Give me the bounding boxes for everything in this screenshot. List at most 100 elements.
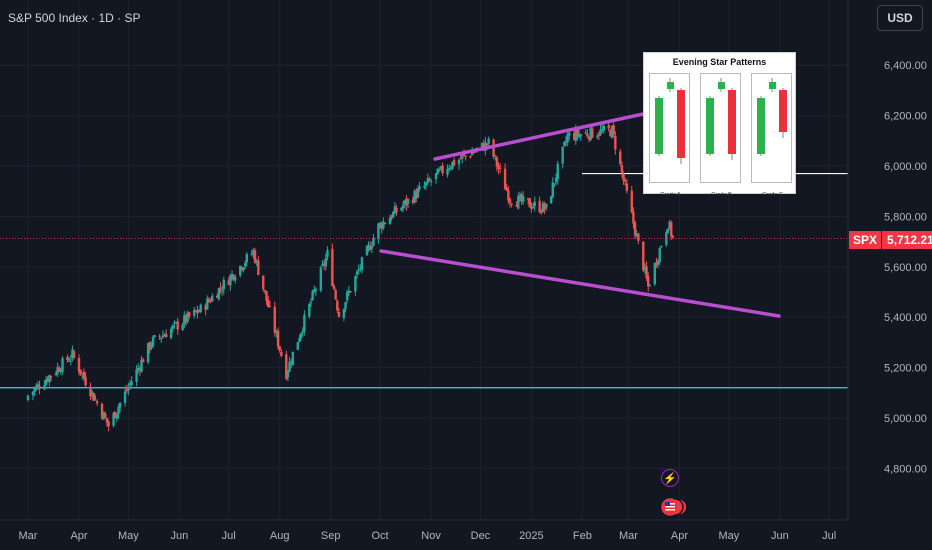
- candle-body: [192, 309, 196, 316]
- candle-body: [461, 155, 464, 159]
- x-tick-label: Jul: [822, 530, 836, 542]
- candle-body: [240, 267, 244, 270]
- candle-body: [469, 156, 472, 158]
- lightning-icon[interactable]: ⚡: [661, 469, 679, 487]
- inset-title: Evening Star Patterns: [672, 57, 767, 67]
- price-tag-symbol: SPX: [849, 231, 883, 249]
- candle-body: [602, 126, 606, 131]
- x-tick-label: 2025: [519, 530, 543, 542]
- candle-body: [161, 335, 165, 338]
- candle-body: [90, 391, 94, 395]
- evening-star-icon: [706, 78, 736, 160]
- candle-body: [508, 198, 512, 203]
- candle-body: [211, 295, 214, 302]
- candle-body: [503, 168, 507, 190]
- candle-body: [313, 289, 316, 292]
- upper-trendline: [433, 111, 650, 161]
- candle-body: [492, 139, 495, 157]
- candle-body: [186, 312, 189, 322]
- candle-body: [610, 125, 614, 138]
- candle-body: [38, 385, 41, 389]
- candle-body: [298, 338, 301, 342]
- candle-body: [403, 200, 406, 205]
- x-tick-label: Apr: [70, 530, 87, 542]
- candle-body: [543, 204, 546, 210]
- candle-body: [92, 393, 96, 401]
- candle-body: [308, 303, 311, 317]
- y-tick-label: 4,800.00: [884, 463, 927, 475]
- candle-body: [591, 128, 594, 138]
- y-tick-label: 5,000.00: [884, 413, 927, 425]
- candle-body: [163, 334, 166, 337]
- candle-body: [77, 357, 81, 372]
- candle-body: [563, 141, 566, 146]
- candle-body: [296, 342, 300, 350]
- candle-body: [413, 190, 416, 203]
- candle-body: [533, 201, 536, 207]
- candle-body: [620, 165, 624, 173]
- x-tick-label: Dec: [471, 530, 491, 542]
- candle-body: [372, 237, 375, 246]
- inset-label-b: Grade B: [711, 192, 732, 198]
- candle-body: [263, 289, 267, 292]
- candle-body: [230, 274, 234, 277]
- candle-body: [622, 173, 625, 181]
- candle-body: [31, 391, 35, 396]
- candle-body: [71, 349, 74, 359]
- candle-body: [540, 211, 543, 213]
- trendlines[interactable]: [379, 111, 781, 318]
- candle-body: [378, 222, 382, 226]
- candle-body: [123, 391, 127, 403]
- candle-body: [354, 276, 357, 292]
- candle-body: [370, 245, 374, 249]
- candle-body: [234, 277, 237, 281]
- candle-body: [262, 275, 265, 290]
- candle-body: [49, 375, 53, 377]
- candle-body: [498, 167, 502, 169]
- candle-body: [597, 134, 601, 136]
- y-tick-label: 5,800.00: [884, 211, 927, 223]
- candle-body: [367, 244, 370, 248]
- y-axis[interactable]: 6,400.00 6,200.00 6,000.00 5,800.00 5,600.00…: [847, 0, 932, 550]
- candle-body: [579, 134, 582, 137]
- candle-body: [596, 136, 599, 138]
- candle-body: [125, 389, 128, 391]
- candle-body: [288, 361, 291, 372]
- candle-body: [239, 265, 242, 276]
- x-axis[interactable]: Mar Apr May Jun Jul Aug Sep Oct Nov Dec 2025 Feb Mar…: [0, 519, 848, 542]
- candle-body: [117, 407, 120, 414]
- candle-body: [61, 358, 64, 372]
- candle-body: [280, 351, 283, 357]
- candle-body: [574, 129, 578, 141]
- candle-body: [377, 223, 380, 240]
- candle-body: [81, 373, 84, 375]
- candle-body: [130, 381, 133, 386]
- candle-body: [69, 359, 72, 361]
- candle-body: [359, 268, 362, 270]
- candle-body: [495, 157, 499, 167]
- candle-body: [255, 260, 258, 262]
- candle-body: [415, 191, 418, 199]
- candle-body: [278, 346, 281, 351]
- candle-body: [447, 168, 451, 170]
- candle-body: [194, 310, 198, 312]
- currency-button[interactable]: USD: [877, 5, 923, 31]
- candle-body: [268, 305, 272, 307]
- candle-body: [538, 200, 541, 213]
- x-tick-label: May: [118, 530, 139, 542]
- candle-body: [660, 246, 663, 248]
- candle-body: [576, 129, 579, 136]
- candle-body: [153, 335, 156, 337]
- last-price-tag: SPX 5,712.21: [849, 231, 932, 249]
- candle-body: [273, 306, 276, 333]
- candle-body: [48, 375, 51, 383]
- candle-body: [439, 166, 443, 169]
- us-flag-events-icon[interactable]: [660, 496, 688, 518]
- candle-body: [253, 250, 257, 263]
- candle-body: [434, 173, 438, 180]
- candle-body: [36, 384, 40, 388]
- candle-body: [480, 142, 484, 148]
- candle-body: [510, 203, 513, 205]
- x-tick-label: Jun: [170, 530, 188, 542]
